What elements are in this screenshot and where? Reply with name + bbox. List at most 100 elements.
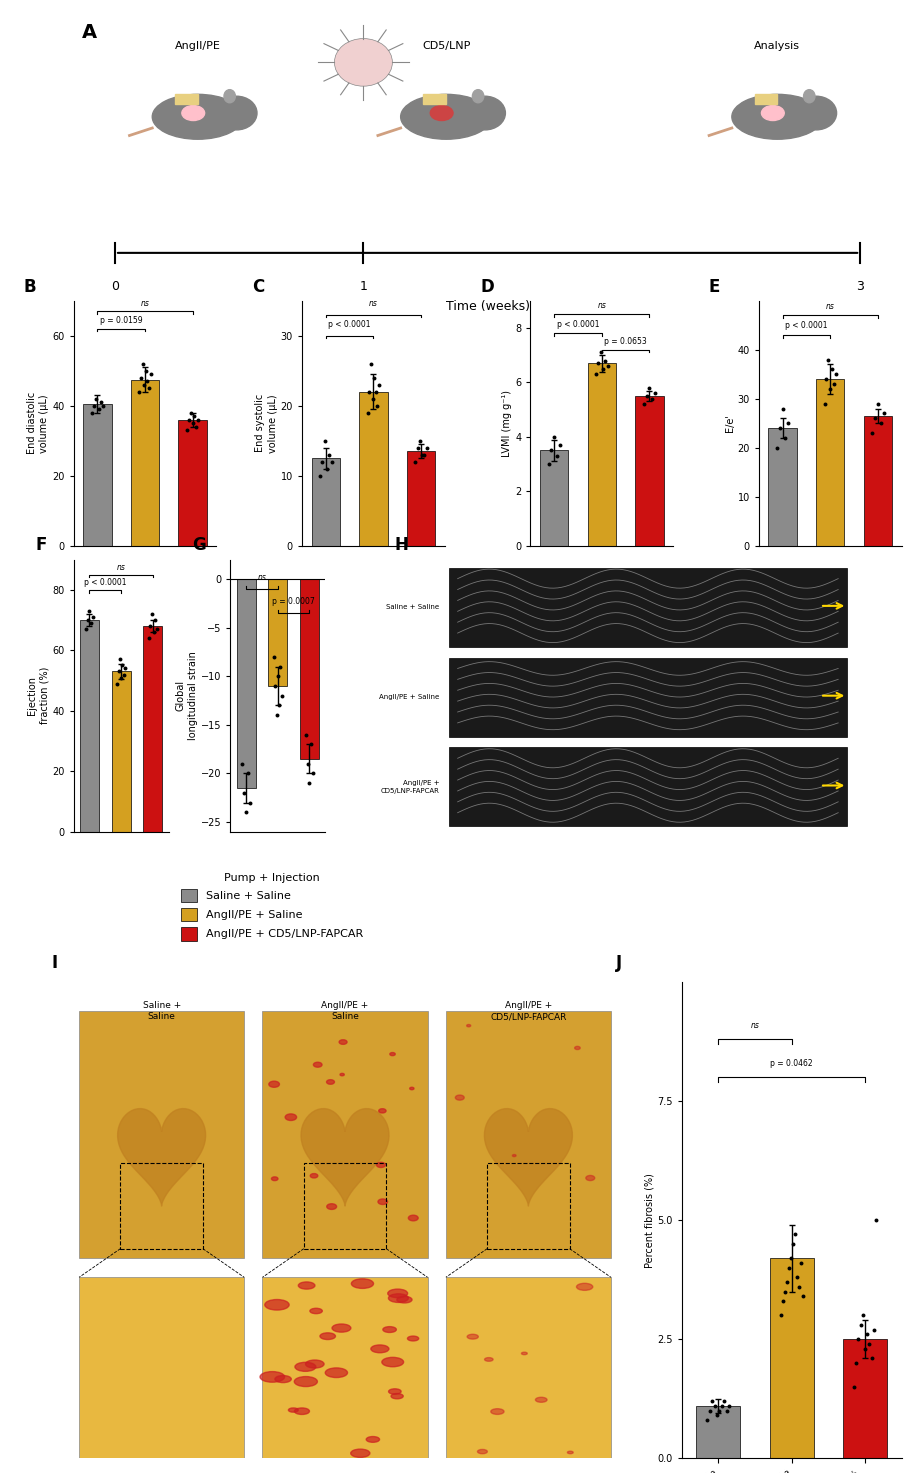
Bar bbox=[487, 1164, 569, 1249]
Text: ns: ns bbox=[750, 1021, 758, 1030]
Text: p < 0.0001: p < 0.0001 bbox=[328, 320, 370, 328]
Ellipse shape bbox=[455, 1109, 463, 1115]
Point bbox=[543, 439, 558, 463]
Point bbox=[709, 1404, 723, 1427]
Polygon shape bbox=[484, 1109, 572, 1206]
Text: p < 0.0001: p < 0.0001 bbox=[784, 321, 827, 330]
Y-axis label: End diastolic
volume (μL): End diastolic volume (μL) bbox=[27, 392, 50, 454]
Ellipse shape bbox=[732, 94, 823, 140]
Point bbox=[789, 1265, 803, 1289]
Point bbox=[780, 1256, 795, 1280]
Point bbox=[647, 382, 662, 405]
Text: p < 0.0001: p < 0.0001 bbox=[556, 320, 598, 330]
Ellipse shape bbox=[347, 1080, 354, 1084]
Point bbox=[185, 411, 199, 435]
Point bbox=[855, 1304, 869, 1327]
Bar bbox=[863, 415, 891, 545]
Bar bbox=[111, 672, 130, 832]
Point bbox=[271, 694, 286, 717]
Bar bbox=[178, 420, 207, 545]
Point bbox=[143, 362, 158, 386]
Point bbox=[303, 732, 318, 756]
Point bbox=[322, 443, 336, 467]
Bar bbox=[406, 451, 435, 545]
Ellipse shape bbox=[315, 1379, 331, 1385]
Point bbox=[82, 600, 96, 623]
Bar bbox=[842, 1339, 886, 1458]
Point bbox=[267, 675, 282, 698]
Point bbox=[704, 1389, 719, 1413]
Point bbox=[300, 751, 314, 775]
Ellipse shape bbox=[278, 1177, 289, 1183]
Bar bbox=[358, 392, 387, 545]
Text: H: H bbox=[394, 536, 408, 554]
Bar bbox=[815, 379, 844, 545]
Ellipse shape bbox=[312, 1346, 325, 1351]
Point bbox=[595, 356, 609, 380]
Point bbox=[590, 352, 605, 376]
Point bbox=[84, 611, 98, 635]
Point bbox=[270, 664, 285, 688]
Ellipse shape bbox=[430, 106, 452, 121]
Bar bbox=[423, 94, 446, 103]
Point bbox=[188, 415, 203, 439]
Ellipse shape bbox=[330, 1292, 355, 1302]
Point bbox=[816, 392, 831, 415]
Point bbox=[369, 380, 383, 404]
Text: C: C bbox=[252, 278, 264, 296]
Ellipse shape bbox=[360, 1301, 382, 1309]
Text: ns: ns bbox=[596, 302, 606, 311]
Point bbox=[323, 449, 338, 473]
Ellipse shape bbox=[582, 1211, 587, 1214]
Point bbox=[179, 418, 194, 442]
Ellipse shape bbox=[345, 1382, 363, 1391]
Ellipse shape bbox=[340, 1392, 358, 1399]
Ellipse shape bbox=[346, 1305, 362, 1312]
Ellipse shape bbox=[270, 1324, 294, 1336]
Ellipse shape bbox=[486, 1430, 500, 1436]
Point bbox=[828, 362, 843, 386]
Point bbox=[91, 398, 106, 421]
Text: J: J bbox=[615, 955, 621, 972]
Point bbox=[593, 340, 607, 364]
Point bbox=[790, 1276, 805, 1299]
Y-axis label: Global
longitudinal strain: Global longitudinal strain bbox=[176, 651, 198, 739]
Point bbox=[86, 393, 101, 417]
Point bbox=[768, 436, 783, 460]
Point bbox=[546, 426, 561, 449]
Point bbox=[138, 359, 153, 383]
Bar bbox=[268, 579, 287, 686]
Point bbox=[778, 1270, 793, 1293]
Ellipse shape bbox=[335, 1128, 343, 1133]
Point bbox=[864, 421, 879, 445]
Ellipse shape bbox=[495, 1320, 501, 1323]
Point bbox=[780, 411, 795, 435]
Point bbox=[707, 1393, 721, 1417]
Point bbox=[181, 408, 196, 432]
Y-axis label: Ejection
fraction (%): Ejection fraction (%) bbox=[27, 667, 50, 725]
Bar bbox=[175, 94, 198, 103]
Text: ns: ns bbox=[825, 302, 834, 311]
Ellipse shape bbox=[563, 1345, 580, 1352]
Point bbox=[115, 654, 130, 678]
Text: Time (weeks): Time (weeks) bbox=[445, 300, 529, 314]
Point bbox=[367, 365, 381, 389]
Point bbox=[236, 781, 251, 804]
Bar bbox=[539, 451, 568, 545]
Ellipse shape bbox=[471, 1315, 480, 1320]
Ellipse shape bbox=[287, 1028, 298, 1036]
FancyBboxPatch shape bbox=[79, 1277, 244, 1458]
Ellipse shape bbox=[391, 1337, 412, 1346]
Bar bbox=[768, 1258, 812, 1458]
Point bbox=[114, 666, 129, 689]
Ellipse shape bbox=[339, 1427, 349, 1432]
Text: D: D bbox=[480, 278, 494, 296]
Ellipse shape bbox=[288, 1240, 293, 1245]
Ellipse shape bbox=[363, 1404, 380, 1411]
Circle shape bbox=[335, 38, 392, 87]
Point bbox=[269, 703, 284, 726]
Ellipse shape bbox=[380, 1398, 399, 1407]
Point bbox=[361, 380, 376, 404]
Y-axis label: E/e': E/e' bbox=[724, 414, 734, 432]
Point bbox=[267, 645, 281, 669]
